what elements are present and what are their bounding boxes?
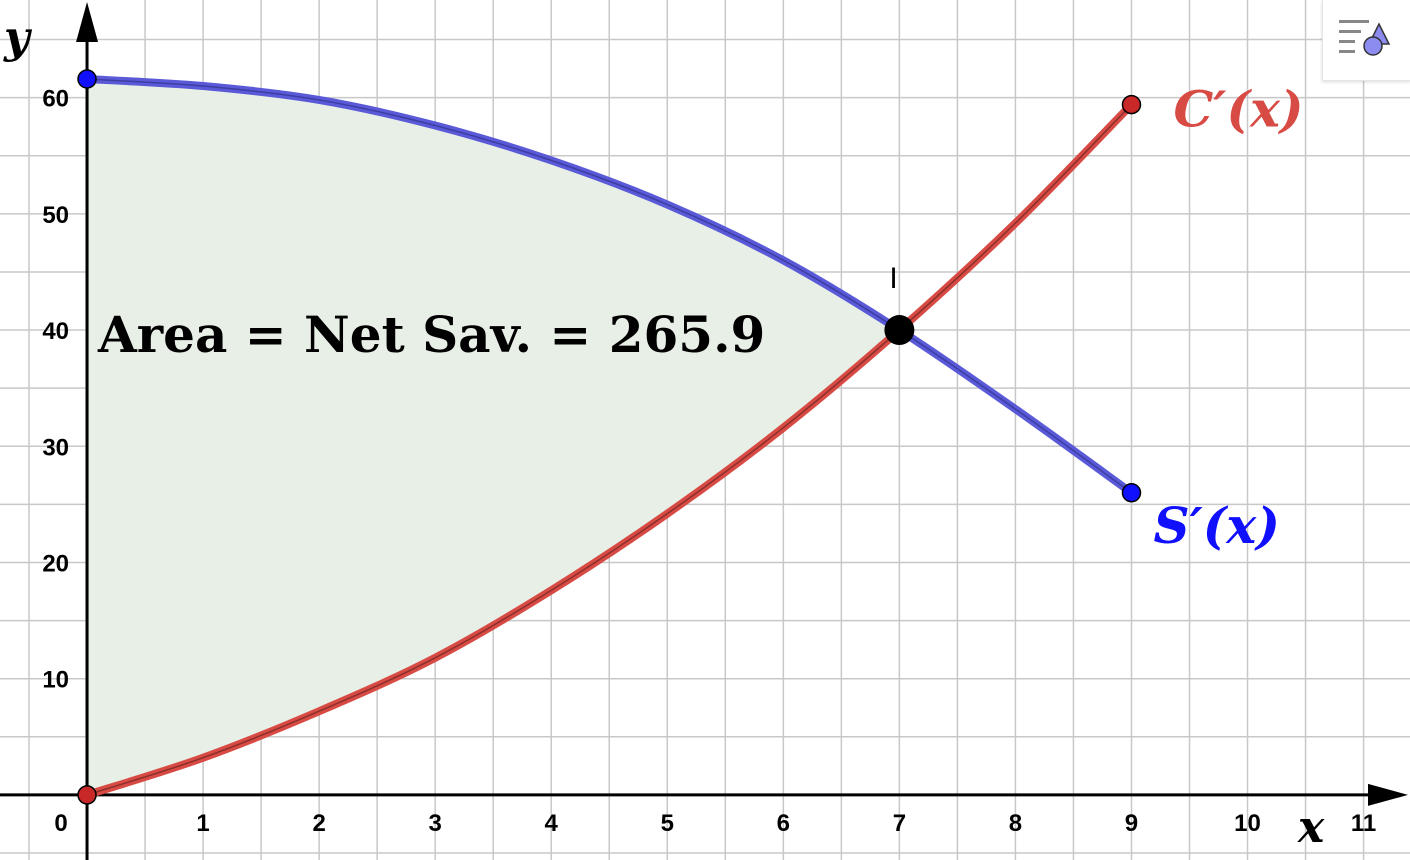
- x-tick-label: 3: [429, 810, 442, 837]
- x-tick-label: 2: [312, 810, 325, 837]
- y-tick-label: 10: [42, 667, 69, 694]
- x-axis-arrow-icon: [1368, 783, 1408, 806]
- area-annotation: Area = Net Sav. = 265.9: [97, 305, 765, 364]
- graphics-style-icon: [1339, 20, 1391, 56]
- x-tick-label: 1: [196, 810, 209, 837]
- net-savings-area: [87, 79, 900, 795]
- cost-curve-label: C′(x): [1173, 80, 1303, 139]
- curves: [83, 75, 1136, 799]
- points: [77, 69, 1142, 805]
- x-tick-label: 7: [893, 810, 906, 837]
- x-axis-label: x: [1297, 802, 1325, 853]
- cost-curve-core: [86, 104, 1133, 796]
- y-tick-label: 40: [42, 318, 69, 345]
- y-tick-label: 20: [42, 550, 69, 577]
- y-tick-label: 50: [42, 202, 69, 229]
- y-tick-label: 30: [42, 434, 69, 461]
- x-tick-label: 6: [777, 810, 790, 837]
- cost-endpoint[interactable]: [77, 785, 97, 805]
- x-tick-label: 8: [1009, 810, 1022, 837]
- x-tick-label: 11: [1351, 810, 1376, 837]
- x-tick-label: 4: [545, 810, 559, 837]
- labels: y x Area = Net Sav. = 265.9 C′(x) S′(x) …: [3, 12, 1325, 853]
- x-tick-label: 0: [54, 810, 67, 837]
- y-tick-label: 60: [42, 86, 69, 113]
- x-tick-label: 9: [1125, 810, 1138, 837]
- y-axis-arrow-icon: [76, 2, 99, 42]
- savings-endpoint[interactable]: [77, 69, 97, 89]
- savings-curve-label: S′(x): [1153, 496, 1279, 555]
- cost-endpoint[interactable]: [1121, 94, 1142, 115]
- savings-endpoint[interactable]: [1121, 483, 1142, 503]
- y-axis-label: y: [3, 12, 33, 63]
- style-bar-toggle-button[interactable]: [1322, 0, 1410, 81]
- intersection-label: I: [889, 262, 897, 295]
- intersection-point[interactable]: [884, 315, 915, 346]
- savings-curve-core: [86, 78, 1132, 494]
- x-tick-label: 10: [1234, 810, 1261, 837]
- x-tick-label: 5: [661, 810, 674, 837]
